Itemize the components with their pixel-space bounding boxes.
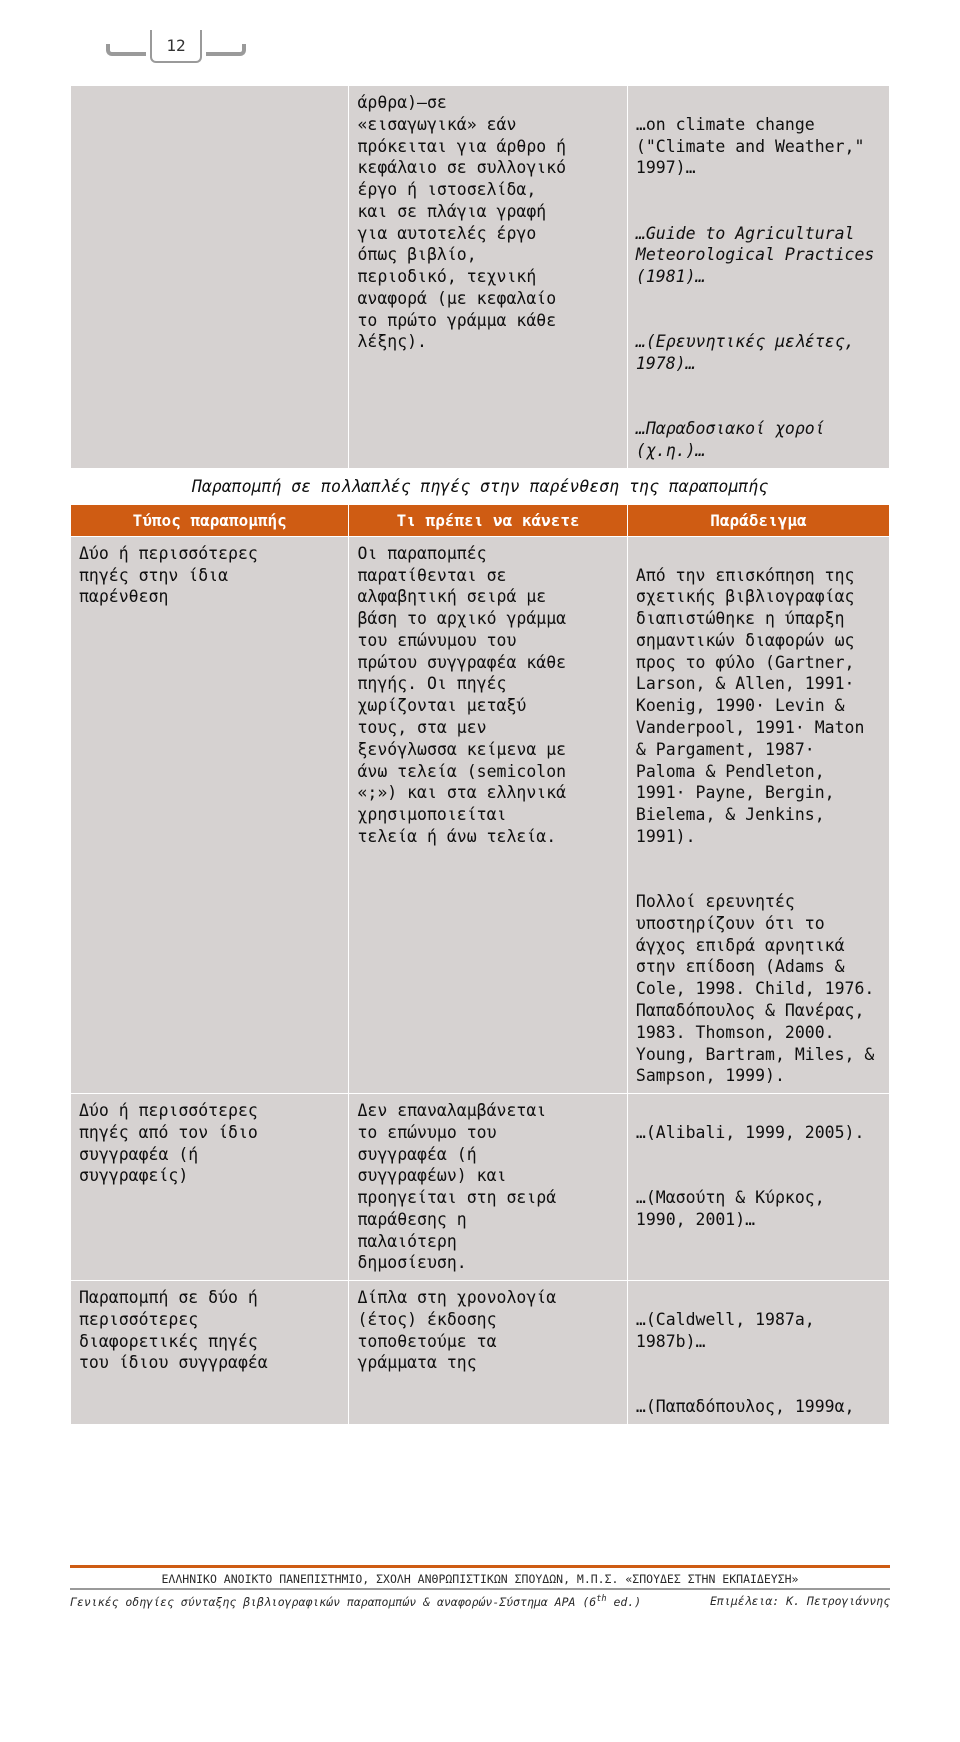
row2-col2: Δεν επαναλαμβάνεται το επώνυμο του συγγρ… <box>349 1094 627 1281</box>
page-footer: ΕΛΛΗΝΙΚΟ ΑΝΟΙΚΤΟ ΠΑΝΕΠΙΣΤΗΜΙΟ, ΣΧΟΛΗ ΑΝΘ… <box>70 1565 890 1609</box>
row3-col1: Παραπομπή σε δύο ή περισσότερες διαφορετ… <box>71 1281 349 1425</box>
row1-col3: Από την επισκόπηση της σχετικής βιβλιογρ… <box>627 536 889 1093</box>
section-title: Παραπομπή σε πολλαπλές πηγές στην παρένθ… <box>71 470 890 505</box>
footer-left: Γενικές οδηγίες σύνταξης βιβλιογραφικών … <box>70 1594 641 1609</box>
row2-col3-p1: …(Alibali, 1999, 2005). <box>636 1123 864 1142</box>
top-right-cell: …on climate change ("Climate and Weather… <box>627 86 889 469</box>
page-number: 12 <box>150 30 201 63</box>
row1-col2: Οι παραπομπές παρατίθενται σε αλφαβητική… <box>349 536 627 1093</box>
footer-right: Επιμέλεια: Κ. Πετρογιάννης <box>710 1594 890 1609</box>
row3-col3: …(Caldwell, 1987a, 1987b)… …(Παπαδόπουλο… <box>627 1281 889 1425</box>
example-1: …on climate change ("Climate and Weather… <box>636 115 864 178</box>
footer-line1: ΕΛΛΗΝΙΚΟ ΑΝΟΙΚΤΟ ΠΑΝΕΠΙΣΤΗΜΙΟ, ΣΧΟΛΗ ΑΝΘ… <box>70 1572 890 1586</box>
row3-col2: Δίπλα στη χρονολογία (έτος) έκδοσης τοπο… <box>349 1281 627 1425</box>
example-2: …Guide to Agricultural Meteorological Pr… <box>636 224 874 287</box>
row2-col3-p2: …(Μασούτη & Κύρκος, 1990, 2001)… <box>636 1188 825 1229</box>
row1-col3-p2: Πολλοί ερευνητές υποστηρίζουν ότι το άγχ… <box>636 892 874 1085</box>
page-number-tab: 12 <box>150 30 202 63</box>
main-table: Παραπομπή σε πολλαπλές πηγές στην παρένθ… <box>70 469 890 1425</box>
row3-col3-p2: …(Παπαδόπουλος, 1999α, <box>636 1397 855 1416</box>
row1-col3-p1: Από την επισκόπηση της σχετικής βιβλιογρ… <box>636 566 864 846</box>
example-3: …(Ερευνητικές μελέτες, 1978)… <box>636 332 855 373</box>
row2-col1: Δύο ή περισσότερες πηγές από τον ίδιο συ… <box>71 1094 349 1281</box>
row3-col3-p1: …(Caldwell, 1987a, 1987b)… <box>636 1310 815 1351</box>
col-header-1: Τύπος παραπομπής <box>71 504 349 536</box>
col-header-2: Τι πρέπει να κάνετε <box>349 504 627 536</box>
top-table: άρθρα)—σε «εισαγωγικά» εάν πρόκειται για… <box>70 85 890 469</box>
example-4: …Παραδοσιακοί χοροί (χ.η.)… <box>636 419 825 460</box>
top-left-cell: άρθρα)—σε «εισαγωγικά» εάν πρόκειται για… <box>349 86 627 469</box>
row2-col3: …(Alibali, 1999, 2005). …(Μασούτη & Κύρκ… <box>627 1094 889 1281</box>
col-header-3: Παράδειγμα <box>627 504 889 536</box>
row1-col1: Δύο ή περισσότερες πηγές στην ίδια παρέν… <box>71 536 349 1093</box>
